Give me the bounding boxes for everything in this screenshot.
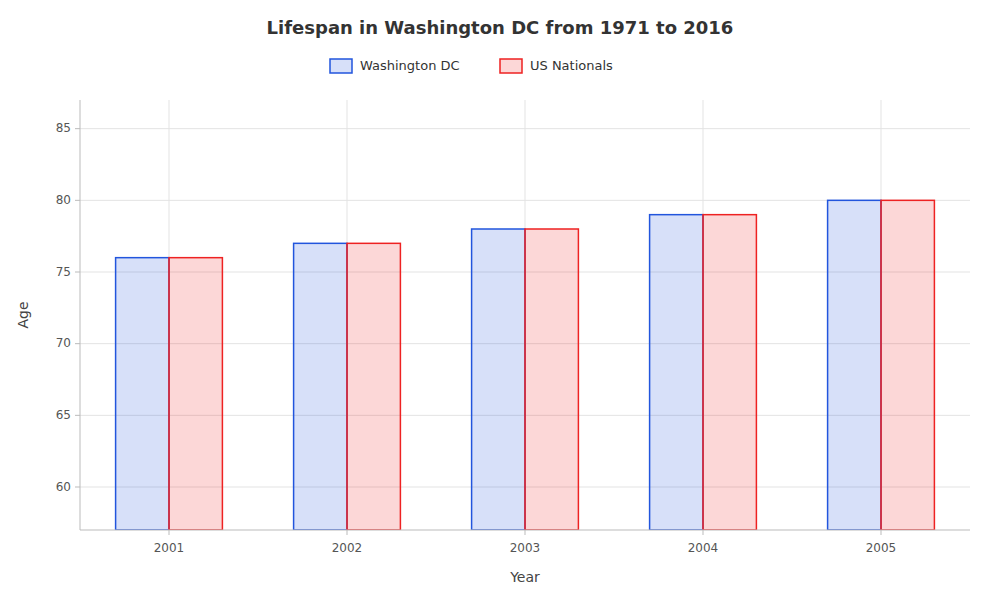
axes: 60 65 70 75 80 85 2001 2002 2003 2004 2005 [56,100,970,555]
y-tick [75,415,80,416]
y-axis-line [80,100,81,530]
legend-swatch [330,59,352,73]
x-tick-label: 2001 [154,541,185,555]
bar [472,229,525,530]
legend-label: Washington DC [360,58,460,73]
legend: Washington DC US Nationals [330,58,613,74]
bar [828,200,881,530]
bar [650,215,703,530]
bar [294,243,347,530]
x-tick-label: 2004 [688,541,719,555]
legend-swatch [500,59,522,73]
y-tick-label: 85 [56,121,71,135]
y-tick-label: 70 [56,336,71,350]
y-tick [75,343,80,344]
chart: 60 65 70 75 80 85 2001 2002 2003 2004 2005 Year Age L… [0,0,1000,600]
y-tick [75,272,80,273]
x-tick [881,530,882,535]
bar [703,215,756,530]
chart-container: 60 65 70 75 80 85 2001 2002 2003 2004 2005 Year Age L… [0,0,1000,600]
y-tick-label: 60 [56,480,71,494]
x-tick-label: 2005 [866,541,897,555]
bar [347,243,400,530]
x-tick [525,530,526,535]
title: Lifespan in Washington DC from 1971 to 2… [267,17,734,38]
y-tick-label: 75 [56,265,71,279]
legend-label: US Nationals [530,58,613,73]
grid [80,100,970,530]
y-tick-label: 80 [56,193,71,207]
y-tick [75,487,80,488]
x-tick [703,530,704,535]
x-tick-label: 2002 [332,541,363,555]
bar [881,200,934,530]
x-tick-label: 2003 [510,541,541,555]
bar [525,229,578,530]
x-axis-label: Year [509,569,540,585]
y-tick [75,200,80,201]
x-tick [347,530,348,535]
y-tick-label: 65 [56,408,71,422]
bar [169,258,222,530]
y-axis-label: Age [15,301,31,328]
bar [116,258,169,530]
bars [116,200,935,530]
y-tick [75,128,80,129]
x-tick [169,530,170,535]
